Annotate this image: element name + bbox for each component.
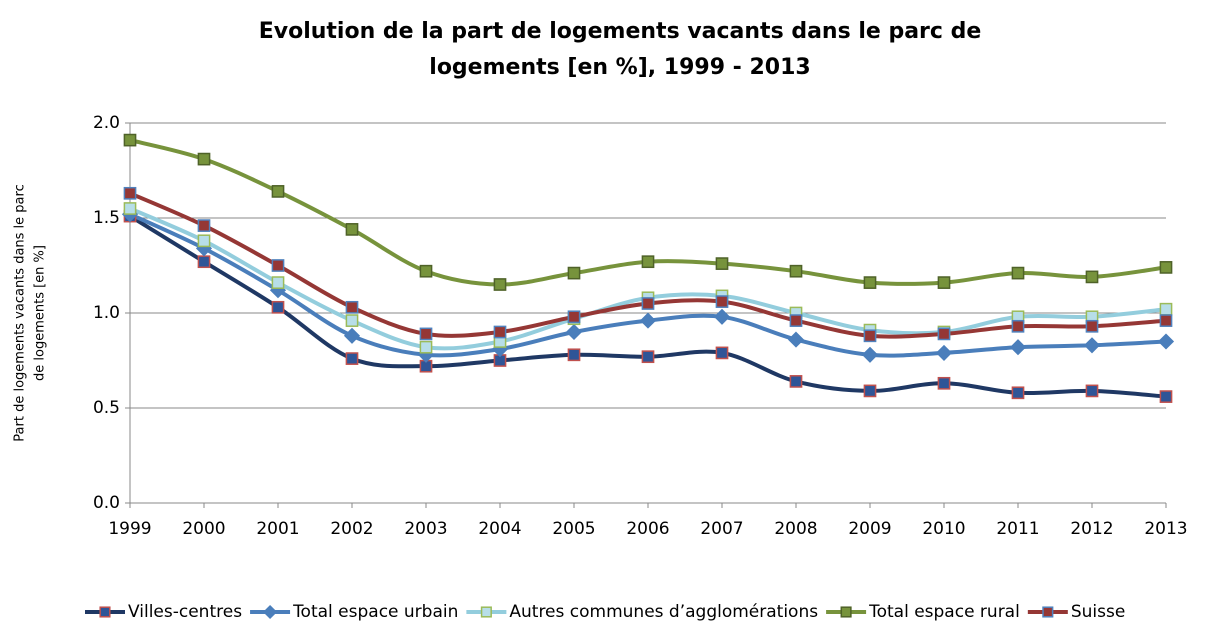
marker [271, 300, 285, 314]
marker [419, 327, 433, 341]
y-tick-label: 0.5 [93, 398, 120, 418]
chart-title: logements [en %], 1999 - 2013 [429, 55, 810, 80]
marker [789, 375, 803, 388]
marker [1085, 384, 1099, 398]
x-tick-label: 2013 [1144, 519, 1187, 539]
x-tick-label: 2010 [922, 519, 965, 539]
marker [1159, 302, 1173, 316]
marker [567, 348, 581, 362]
legend-label: Villes-centres [128, 602, 242, 622]
marker [937, 327, 951, 341]
marker [641, 297, 655, 310]
marker [345, 300, 359, 314]
marker [123, 202, 137, 215]
marker [641, 255, 655, 269]
x-tick-label: 2001 [256, 519, 299, 539]
x-tick-label: 2012 [1070, 519, 1113, 539]
marker [197, 152, 211, 166]
y-tick-label: 0.0 [93, 493, 120, 513]
marker [863, 384, 877, 398]
marker [99, 606, 111, 618]
marker [565, 323, 583, 341]
x-tick-label: 1999 [108, 519, 151, 539]
marker [641, 350, 655, 364]
marker [1042, 606, 1054, 618]
marker [863, 329, 877, 343]
marker [123, 186, 137, 200]
y-axis-label: de logements [en %] [33, 245, 48, 381]
x-tick-label: 2011 [996, 519, 1039, 539]
y-tick-label: 1.5 [93, 208, 120, 228]
x-tick-label: 2004 [478, 519, 521, 539]
marker [863, 276, 877, 289]
marker [1157, 333, 1175, 350]
marker [1083, 337, 1101, 354]
x-tick-label: 2007 [700, 519, 743, 539]
y-tick-label: 1.0 [93, 303, 120, 323]
marker [419, 340, 433, 354]
y-tick-label: 2.0 [93, 113, 120, 133]
marker [715, 257, 729, 270]
marker [197, 219, 211, 232]
marker [1009, 339, 1027, 356]
marker [715, 346, 729, 360]
marker [345, 352, 359, 365]
x-tick-label: 2002 [330, 519, 373, 539]
marker [861, 346, 879, 363]
marker [263, 604, 278, 620]
marker [493, 278, 507, 291]
x-tick-label: 2000 [182, 519, 225, 539]
marker [937, 376, 951, 390]
marker [567, 310, 581, 324]
marker [345, 223, 359, 236]
x-tick-label: 2005 [552, 519, 595, 539]
marker [123, 133, 137, 147]
marker [935, 344, 953, 361]
marker [271, 276, 285, 289]
legend-label: Autres communes d’agglomérations [509, 602, 818, 622]
marker [197, 234, 211, 248]
marker [345, 314, 359, 327]
marker [787, 331, 805, 348]
marker [1011, 386, 1025, 400]
marker [1085, 270, 1099, 284]
marker [713, 308, 731, 325]
marker [1011, 319, 1025, 333]
marker [271, 185, 285, 198]
marker [343, 327, 361, 344]
y-axis-label: Part de logements vacants dans le parc [13, 184, 28, 441]
x-tick-label: 2006 [626, 519, 669, 539]
marker [493, 325, 507, 339]
marker [1011, 266, 1025, 280]
marker [1159, 261, 1173, 274]
marker [567, 266, 581, 280]
chart-title: Evolution de la part de logements vacant… [259, 19, 982, 44]
marker [840, 606, 852, 618]
x-tick-label: 2008 [774, 519, 817, 539]
marker [1159, 390, 1173, 403]
x-tick-label: 2009 [848, 519, 891, 539]
marker [789, 264, 803, 278]
marker [715, 295, 729, 308]
marker [271, 259, 285, 272]
marker [1085, 319, 1099, 333]
marker [419, 264, 433, 278]
marker [1159, 314, 1173, 327]
marker [480, 606, 492, 618]
x-tick-label: 2003 [404, 519, 447, 539]
legend-label: Total espace rural [868, 602, 1020, 622]
marker [197, 255, 211, 269]
legend-label: Suisse [1071, 602, 1125, 622]
legend-label: Total espace urbain [292, 602, 458, 622]
marker [789, 314, 803, 327]
marker [639, 312, 657, 329]
marker [937, 276, 951, 289]
